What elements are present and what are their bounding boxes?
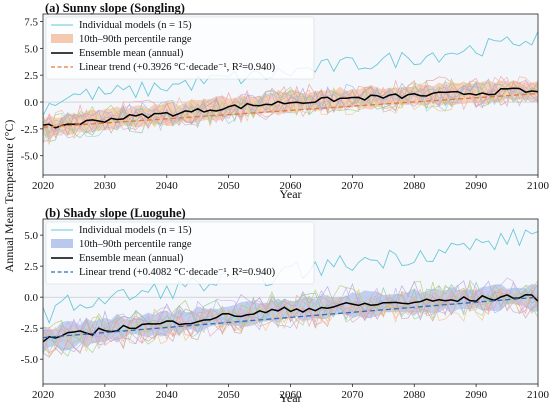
legend-symbol-band xyxy=(51,239,73,248)
legend-label-models: Individual models (n = 15) xyxy=(79,20,192,31)
x-tick-label: 2050 xyxy=(218,389,241,401)
x-tick-label: 2030 xyxy=(94,389,117,401)
x-tick-label: 2100 xyxy=(527,180,550,192)
model-line xyxy=(43,81,538,139)
y-tick-label: -5.0 xyxy=(21,354,39,366)
model-line xyxy=(43,280,538,342)
model-line xyxy=(43,291,538,357)
x-tick-label: 2080 xyxy=(403,180,426,192)
x-tick-label: 2090 xyxy=(465,180,488,192)
legend: Individual models (n = 15) 10th–90th perc… xyxy=(45,16,315,80)
ensemble-mean-line xyxy=(43,87,538,129)
y-tick-label: -2.5 xyxy=(21,323,39,335)
legend-label-band: 10th–90th percentile range xyxy=(79,239,192,250)
model-line xyxy=(43,78,538,134)
legend: Individual models (n = 15) 10th–90th perc… xyxy=(45,221,315,285)
x-tick-label: 2070 xyxy=(341,180,364,192)
model-line xyxy=(43,277,538,343)
legend-label-mean: Ensemble mean (annual) xyxy=(79,253,184,264)
model-line xyxy=(43,291,538,358)
y-axis-label: Annual Mean Temperature (°C) xyxy=(2,120,16,273)
y-tick-label: 0.0 xyxy=(24,97,38,109)
x-tick-label: 2020 xyxy=(32,389,55,401)
legend-box xyxy=(45,221,315,285)
panel-title: (b) Shady slope (Luoguhe) xyxy=(45,206,186,220)
plot-contents xyxy=(43,31,538,146)
model-line xyxy=(43,280,538,340)
legend-label-models: Individual models (n = 15) xyxy=(79,225,192,236)
ensemble-mean-line xyxy=(43,293,538,343)
legend-label-band: 10th–90th percentile range xyxy=(79,34,192,45)
x-tick-label: 2040 xyxy=(156,180,179,192)
x-tick-label: 2020 xyxy=(32,180,55,192)
model-line xyxy=(43,78,538,135)
x-tick-label: 2090 xyxy=(465,389,488,401)
chart-panel-a: 2020 2030 2040 2050 2060 2070 2080 2090 2100 -5.0… xyxy=(21,1,550,201)
x-axis-label: Year xyxy=(279,391,301,404)
y-tick-label: 7.5 xyxy=(24,17,38,29)
y-tick-label: 5.0 xyxy=(24,230,38,242)
x-tick-label: 2030 xyxy=(94,180,117,192)
y-tick-label: 2.5 xyxy=(24,70,38,82)
y-tick-label: -5.0 xyxy=(21,151,39,163)
x-tick-label: 2100 xyxy=(527,389,550,401)
x-axis-label: Year xyxy=(279,187,301,201)
legend-label-trend: Linear trend (+0.3926 °C·decade⁻¹, R²=0.… xyxy=(79,62,276,73)
x-tick-label: 2060 xyxy=(280,389,303,401)
y-tick-label: 5.0 xyxy=(24,43,38,55)
x-tick-label: 2080 xyxy=(403,389,426,401)
legend-label-mean: Ensemble mean (annual) xyxy=(79,48,184,59)
x-tick-label: 2050 xyxy=(218,180,241,192)
y-tick-label: 0.0 xyxy=(24,292,38,304)
x-tick-label: 2060 xyxy=(280,180,303,192)
legend-label-trend: Linear trend (+0.4082 °C·decade⁻¹, R²=0.… xyxy=(79,267,276,278)
legend-symbol-band xyxy=(51,34,73,43)
chart-panel-b: 2020 2030 2040 2050 2060 2070 2080 2090 2100 -5.0… xyxy=(21,206,550,405)
linear-trend-line xyxy=(43,92,538,128)
x-tick-label: 2070 xyxy=(341,389,364,401)
x-tick-label: 2040 xyxy=(156,389,179,401)
y-tick-label: -2.5 xyxy=(21,124,39,136)
y-tick-label: 2.5 xyxy=(24,261,38,273)
panel-title: (a) Sunny slope (Songling) xyxy=(45,1,185,15)
legend-box xyxy=(45,16,315,80)
linear-trend-line xyxy=(43,296,538,339)
